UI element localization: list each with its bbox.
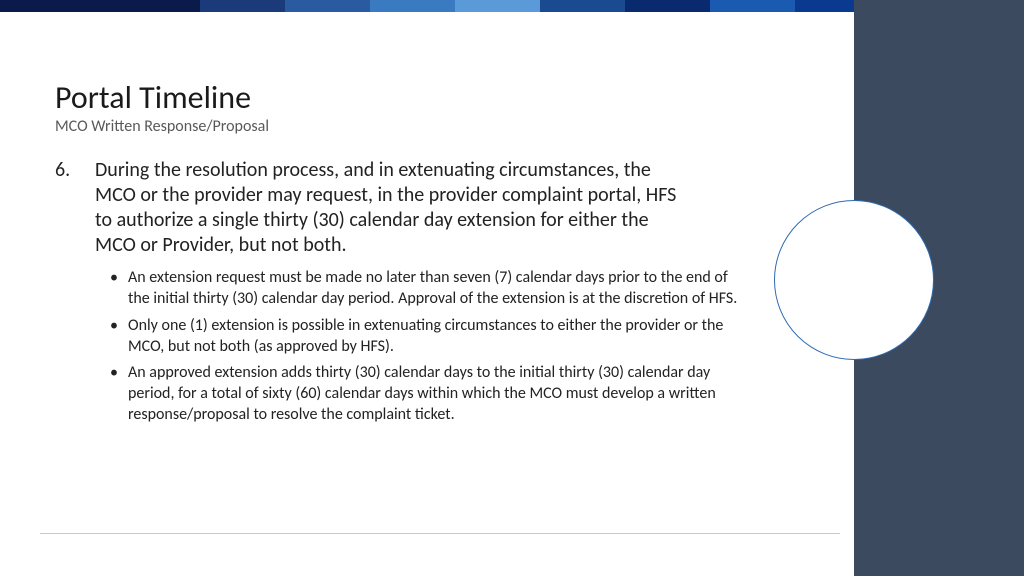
accent-segment — [625, 0, 710, 12]
sub-bullet-item: •An extension request must be made no la… — [110, 268, 750, 310]
accent-segment — [540, 0, 625, 12]
accent-segment — [370, 0, 455, 12]
main-paragraph: During the resolution process, and in ex… — [95, 158, 685, 258]
bullet-icon: • — [110, 268, 128, 310]
accent-segment — [200, 0, 285, 12]
decorative-circle — [774, 200, 934, 360]
accent-segment — [0, 0, 200, 12]
numbered-list-item: 6. During the resolution process, and in… — [55, 158, 775, 258]
sub-bullet-text: An approved extension adds thirty (30) c… — [128, 363, 750, 425]
slide-subtitle: MCO Written Response/Proposal — [55, 117, 775, 136]
slide-title: Portal Timeline — [55, 80, 775, 115]
accent-segment — [285, 0, 370, 12]
bullet-icon: • — [110, 363, 128, 425]
slide-content: Portal Timeline MCO Written Response/Pro… — [55, 80, 775, 432]
sub-bullet-item: •An approved extension adds thirty (30) … — [110, 363, 750, 425]
sub-bullet-text: Only one (1) extension is possible in ex… — [128, 316, 750, 358]
accent-segment — [795, 0, 854, 12]
bottom-divider — [40, 533, 840, 534]
accent-segment — [455, 0, 540, 12]
sub-bullet-item: •Only one (1) extension is possible in e… — [110, 316, 750, 358]
sub-bullet-text: An extension request must be made no lat… — [128, 268, 750, 310]
top-accent-bar — [0, 0, 854, 12]
list-number: 6. — [55, 158, 95, 258]
bullet-icon: • — [110, 316, 128, 358]
sub-bullet-list: •An extension request must be made no la… — [110, 268, 750, 426]
accent-segment — [710, 0, 795, 12]
